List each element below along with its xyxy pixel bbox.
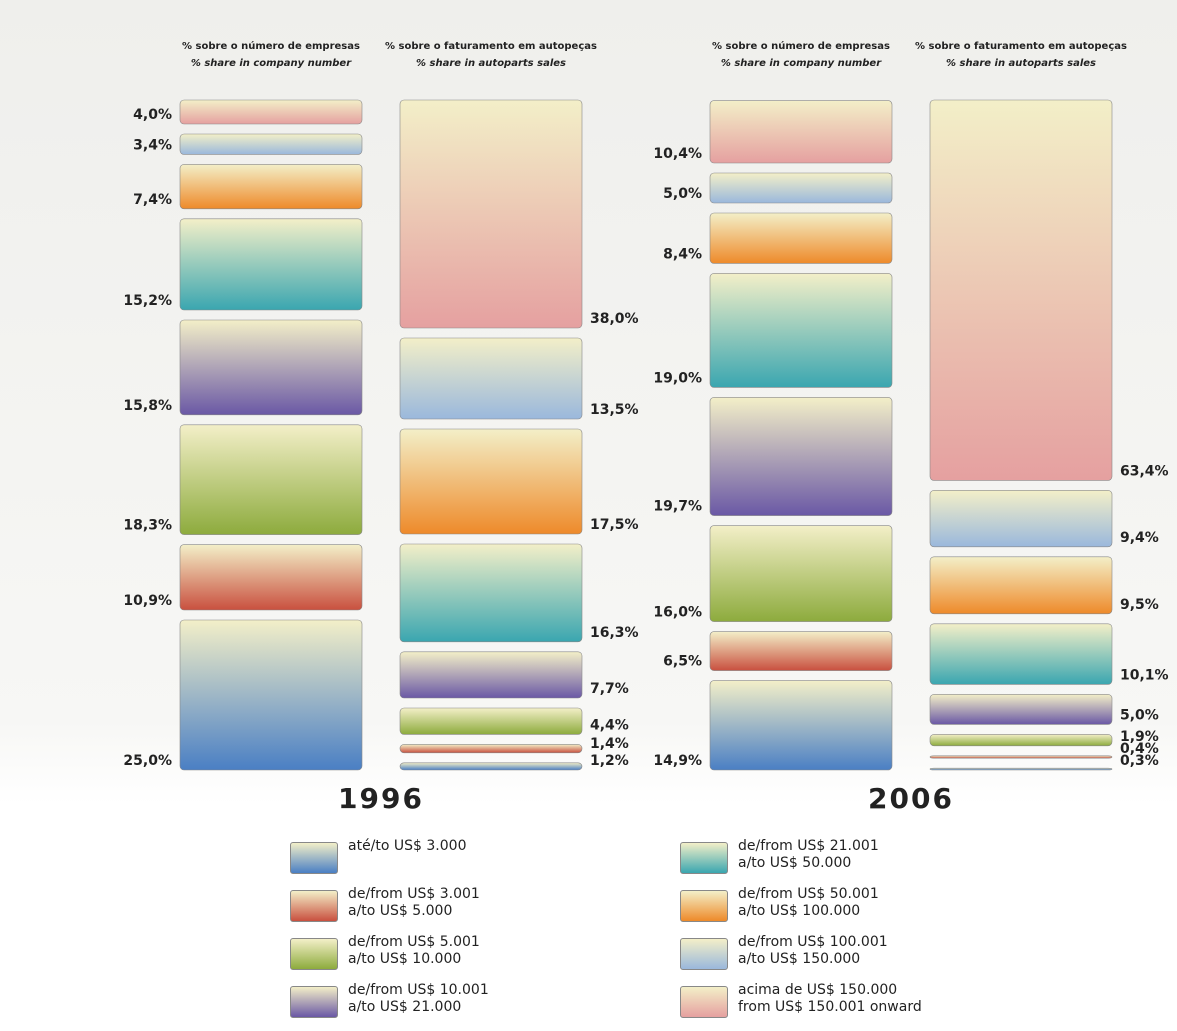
bar-segment [399,707,583,735]
value-label: 1,4% [590,736,629,752]
legend-swatch [680,890,728,922]
value-label: 16,3% [590,625,639,641]
bar-segment [399,543,583,643]
bar-segment [929,490,1113,548]
value-label: 17,5% [590,517,639,533]
bar-segment [929,755,1113,759]
value-label: 4,0% [133,107,172,123]
value-label: 38,0% [590,311,639,327]
value-label: 6,5% [663,654,702,670]
bar-segment [929,99,1113,481]
bar-segment [179,619,363,771]
bar-segment [399,744,583,754]
bar-segment [179,319,363,416]
value-label: 8,4% [663,246,702,262]
bar-segment [709,397,893,516]
bar-segment [709,172,893,204]
bar-segment [709,680,893,771]
legend-swatch [680,986,728,1018]
value-label: 10,9% [123,593,172,609]
legend-label: acima de US$ 150.000 from US$ 150.001 on… [738,982,922,1015]
column-header: % sobre o faturamento em autopeças [385,41,597,52]
value-label: 1,2% [590,753,629,769]
bar-segment [929,556,1113,615]
bar-segment [179,133,363,155]
bar-segment [929,694,1113,725]
legend-label: de/from US$ 5.001 a/to US$ 10.000 [348,934,480,967]
value-label: 5,0% [663,186,702,202]
value-label: 1,9% [1120,729,1159,745]
bar-segment [709,273,893,388]
bar-segment [709,525,893,622]
year-label: 1996 [338,782,424,815]
bar-segment [179,99,363,125]
legend-label: até/to US$ 3.000 [348,838,467,854]
value-label: 19,0% [653,370,702,386]
bar-segment [709,631,893,671]
legend-label: de/from US$ 3.001 a/to US$ 5.000 [348,886,480,919]
legend-label: de/from US$ 21.001 a/to US$ 50.000 [738,838,879,871]
bar-segment [179,218,363,311]
bar-segment [399,337,583,420]
legend-swatch [290,938,338,970]
legend-swatch [290,842,338,874]
value-label: 9,4% [1120,530,1159,546]
value-label: 16,0% [653,605,702,621]
value-label: 25,0% [123,753,172,769]
legend-label: de/from US$ 50.001 a/to US$ 100.000 [738,886,879,919]
value-label: 0,3% [1120,753,1159,769]
column-header-translation: % share in autoparts sales [416,58,566,69]
bar-segment [709,212,893,264]
value-label: 7,7% [590,681,629,697]
bar-segment [929,734,1113,747]
value-label: 3,4% [133,137,172,153]
value-label: 0,4% [1120,741,1159,757]
value-label: 15,2% [123,293,172,309]
value-label: 63,4% [1120,463,1169,479]
bar-segment [929,767,1113,771]
legend-label: de/from US$ 100.001 a/to US$ 150.000 [738,934,888,967]
legend-swatch [290,986,338,1018]
bar-segment [709,100,893,164]
value-label: 9,5% [1120,597,1159,613]
value-label: 5,0% [1120,707,1159,723]
legend-swatch [680,938,728,970]
bar-segment [399,99,583,329]
bar-segment [929,623,1113,685]
value-label: 7,4% [133,192,172,208]
value-label: 19,7% [653,499,702,515]
value-label: 15,8% [123,398,172,414]
column-header: % sobre o faturamento em autopeças [915,41,1127,52]
value-label: 18,3% [123,518,172,534]
bar-segment [399,651,583,699]
value-label: 13,5% [590,402,639,418]
bar-segment [399,428,583,535]
legend-label: de/from US$ 10.001 a/to US$ 21.000 [348,982,489,1015]
column-header-translation: % share in company number [191,58,352,69]
column-header-translation: % share in autoparts sales [946,58,1096,69]
column-header: % sobre o número de empresas [712,40,890,52]
value-label: 10,1% [1120,667,1169,683]
year-label: 2006 [868,782,954,815]
value-label: 4,4% [590,717,629,733]
value-label: 14,9% [653,753,702,769]
bar-segment [179,164,363,210]
value-label: 10,4% [653,146,702,162]
bar-segment [179,424,363,535]
bar-segment [399,762,583,771]
legend-swatch [680,842,728,874]
column-header: % sobre o número de empresas [182,40,360,52]
column-header-translation: % share in company number [721,58,882,69]
legend-swatch [290,890,338,922]
bar-segment [179,544,363,611]
